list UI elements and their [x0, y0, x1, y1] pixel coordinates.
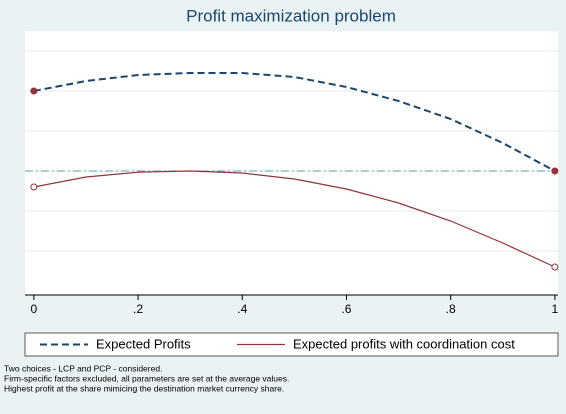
series-line — [33, 170, 556, 268]
endpoint-marker — [30, 183, 38, 191]
chart-title: Profit maximization problem — [186, 6, 396, 25]
legend-label: Expected Profits — [96, 336, 191, 351]
x-tick-label: 0 — [31, 302, 38, 316]
note: Firm-specific factors excluded, all para… — [4, 373, 289, 383]
legend — [24, 332, 559, 357]
endpoint-marker — [551, 263, 559, 271]
x-tick-label: .6 — [341, 302, 351, 316]
note: Two choices - LCP and PCP - considered. — [4, 363, 162, 373]
series-line — [33, 72, 556, 172]
endpoint-marker — [30, 87, 38, 95]
note: Highest profit at the share mimicing the… — [4, 383, 284, 393]
x-tick-label: .2 — [133, 302, 143, 316]
x-tick-label: .4 — [237, 302, 247, 316]
x-tick-label: .8 — [446, 302, 456, 316]
plot-area — [25, 31, 558, 295]
x-tick-label: 1 — [552, 302, 559, 316]
legend-label: Expected profits with coordination cost — [293, 336, 515, 351]
endpoint-marker — [551, 167, 559, 175]
